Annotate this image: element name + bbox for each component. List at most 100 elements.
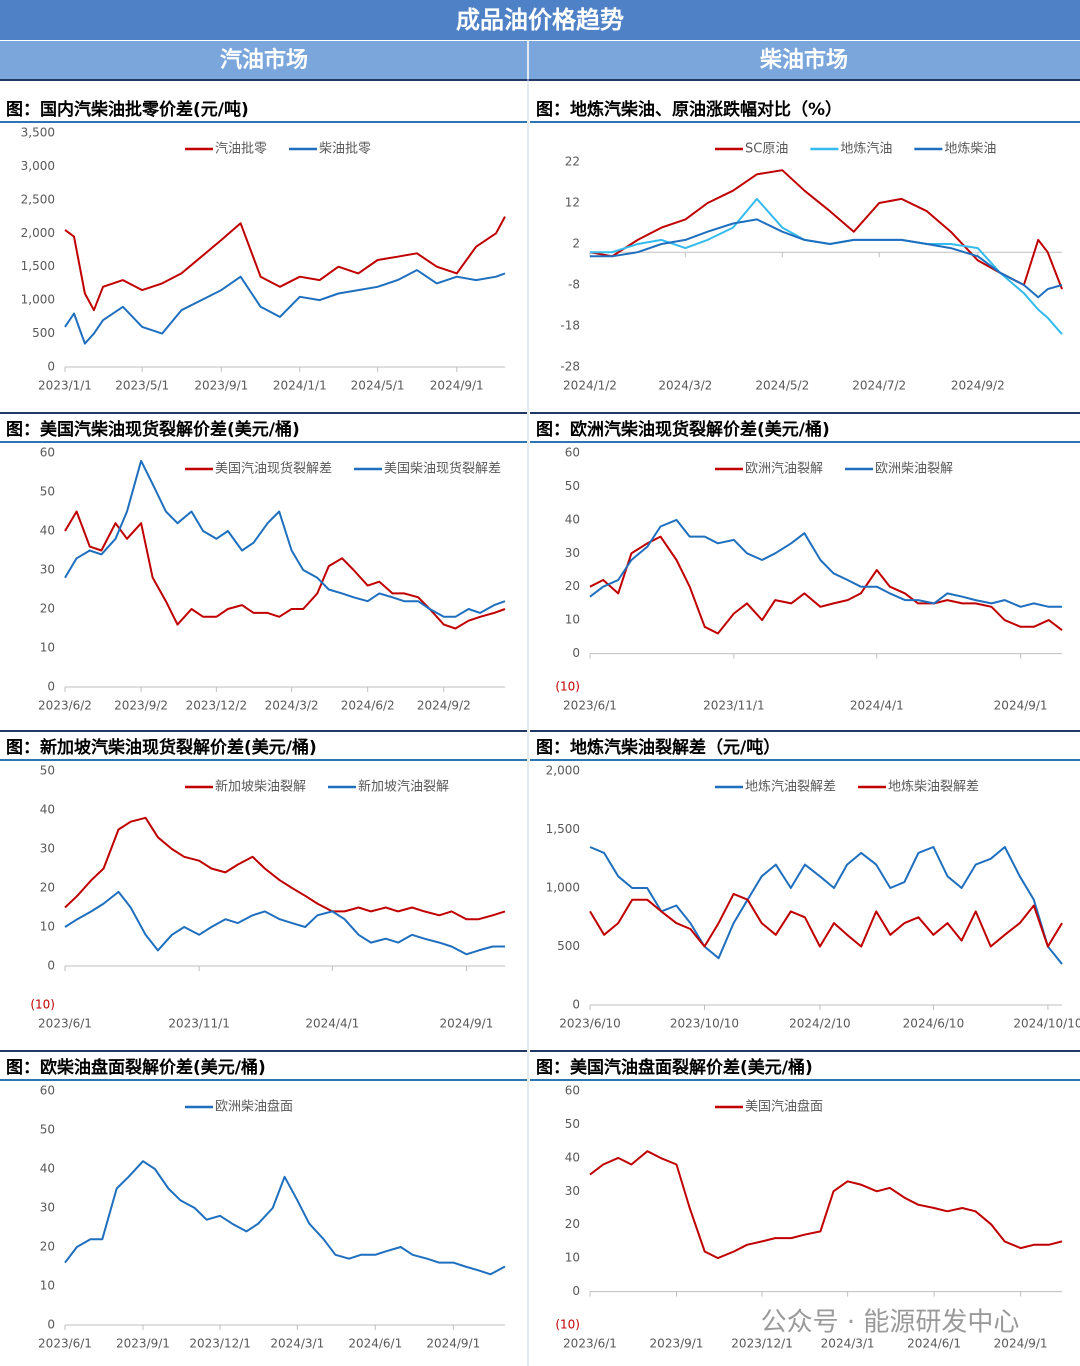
legend-label: 新加坡柴油裂解 <box>215 779 306 795</box>
data-line <box>589 518 1062 608</box>
data-line <box>589 1150 1063 1260</box>
legend-label: 欧洲柴油盘面 <box>215 1099 293 1115</box>
x-tick-label: 2023/6/1 <box>563 1337 617 1351</box>
y-tick-label: (10) <box>555 1318 580 1332</box>
y-tick-label: 30 <box>565 1184 580 1198</box>
legend-label: 汽油批零 <box>215 142 267 157</box>
x-tick-label: 2023/9/1 <box>650 1337 704 1351</box>
chart-title: 图：新加坡汽柴油现货裂解价差(美元/桶) <box>6 737 317 758</box>
x-tick-label: 2024/6/10 <box>903 1017 965 1031</box>
page-title: 成品油价格趋势 <box>456 6 624 34</box>
y-tick-label: 2,000 <box>21 226 55 240</box>
chart-title: 图：国内汽柴油批零价差(元/吨) <box>6 99 249 120</box>
x-tick-label: 2024/4/1 <box>305 1017 359 1031</box>
y-tick-label: 10 <box>40 920 55 934</box>
x-tick-label: 2024/6/2 <box>341 699 395 713</box>
y-tick-label: 2,500 <box>21 192 55 206</box>
x-tick-label: 2024/9/2 <box>951 379 1005 393</box>
data-line <box>589 892 1063 948</box>
x-tick-label: 2024/3/2 <box>265 699 319 713</box>
x-tick-label: 2024/6/1 <box>348 1337 402 1351</box>
x-tick-label: 2024/9/1 <box>439 1017 493 1031</box>
legend-label: 欧洲汽油裂解 <box>745 462 823 477</box>
chart-title: 图：地炼汽柴油、原油涨跌幅对比（%） <box>536 99 842 120</box>
y-tick-label: 2,000 <box>546 764 580 778</box>
y-tick-label: 40 <box>565 1150 580 1164</box>
x-tick-label: 2023/6/10 <box>559 1017 621 1031</box>
data-line <box>64 816 506 921</box>
x-tick-label: 2023/11/1 <box>703 699 765 713</box>
y-tick-label: 500 <box>557 939 580 953</box>
x-tick-label: 2024/9/2 <box>417 699 471 713</box>
chart-title: 图：欧洲汽柴油现货裂解价差(美元/桶) <box>536 419 830 440</box>
x-tick-label: 2023/6/2 <box>38 699 92 713</box>
x-tick-label: 2024/6/1 <box>907 1337 961 1351</box>
right-header <box>529 41 1080 79</box>
legend-label: 地炼柴油 <box>944 142 996 157</box>
legend-label: 地炼柴油裂解差 <box>888 780 979 795</box>
x-tick-label: 2024/2/10 <box>789 1017 851 1031</box>
x-tick-label: 2024/10/10 <box>1013 1017 1080 1031</box>
y-tick-label: (10) <box>555 680 580 694</box>
y-tick-label: 30 <box>40 1201 55 1215</box>
legend-label: 柴油批零 <box>319 142 371 157</box>
y-tick-label: 2 <box>572 237 580 251</box>
data-line <box>64 216 506 312</box>
y-tick-label: 0 <box>47 360 55 374</box>
x-tick-label: 2023/9/2 <box>114 699 168 713</box>
y-tick-label: 3,000 <box>21 159 55 173</box>
left-header-text: 汽油市场 <box>220 47 308 73</box>
y-tick-label: 0 <box>47 680 55 694</box>
x-tick-label: 2023/6/1 <box>38 1337 92 1351</box>
legend-label: 美国汽油现货裂解差 <box>215 461 332 477</box>
watermark: 公众号 · 能源研发中心 <box>761 1308 1020 1338</box>
x-tick-label: 2024/9/1 <box>430 379 484 393</box>
y-tick-label: -8 <box>568 278 580 292</box>
y-tick-label: 0 <box>572 1284 580 1298</box>
y-tick-label: 3,500 <box>21 126 55 140</box>
legend-label: 新加坡汽油裂解 <box>358 779 449 795</box>
x-tick-label: 2023/12/1 <box>731 1337 793 1351</box>
y-tick-label: 20 <box>40 602 55 616</box>
y-tick-label: 20 <box>40 1240 55 1254</box>
y-tick-label: 50 <box>565 1117 580 1131</box>
y-tick-label: (10) <box>30 998 55 1012</box>
x-tick-label: 2023/12/2 <box>186 699 248 713</box>
y-tick-label: 0 <box>47 959 55 973</box>
x-tick-label: 2024/7/2 <box>852 379 906 393</box>
y-tick-label: 1,000 <box>546 881 580 895</box>
x-tick-label: 2023/9/1 <box>194 379 248 393</box>
y-tick-label: 60 <box>40 446 55 460</box>
y-tick-label: 10 <box>565 1251 580 1265</box>
y-tick-label: 50 <box>40 485 55 499</box>
y-tick-label: 1,500 <box>546 822 580 836</box>
data-line <box>589 169 1063 290</box>
legend-label: 美国柴油现货裂解差 <box>384 461 501 477</box>
y-tick-label: 10 <box>565 613 580 627</box>
x-tick-label: 2023/1/1 <box>38 379 92 393</box>
y-tick-label: 1,500 <box>21 259 55 273</box>
x-tick-label: 2024/9/1 <box>994 1337 1048 1351</box>
y-tick-label: 30 <box>40 563 55 577</box>
header-bar <box>0 0 1080 40</box>
y-tick-label: 22 <box>565 155 580 169</box>
right-header-text: 柴油市场 <box>759 47 848 73</box>
y-tick-label: -28 <box>560 360 580 374</box>
x-tick-label: 2024/3/1 <box>270 1337 324 1351</box>
x-tick-label: 2023/6/1 <box>563 699 617 713</box>
x-tick-label: 2023/10/10 <box>670 1017 739 1031</box>
y-tick-label: 60 <box>40 1084 55 1098</box>
x-tick-label: 2024/5/2 <box>755 379 809 393</box>
left-header <box>0 41 527 79</box>
y-tick-label: 60 <box>565 1084 580 1098</box>
y-tick-label: 10 <box>40 641 55 655</box>
x-tick-label: 2023/6/1 <box>38 1017 92 1031</box>
data-line <box>64 510 506 630</box>
x-tick-label: 2024/1/2 <box>563 379 617 393</box>
y-tick-label: 0 <box>47 1318 55 1332</box>
y-tick-label: 20 <box>565 1217 580 1231</box>
x-tick-label: 2024/3/1 <box>821 1337 875 1351</box>
y-tick-label: 40 <box>40 803 55 817</box>
y-tick-label: 40 <box>40 1162 55 1176</box>
